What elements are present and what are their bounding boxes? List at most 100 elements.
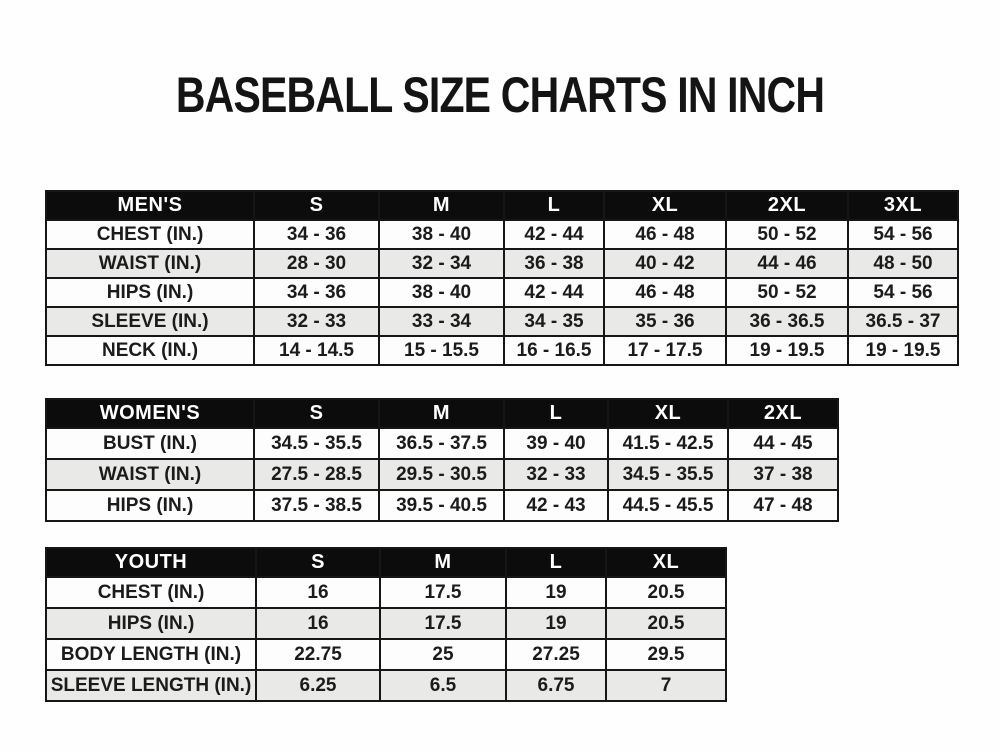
size-column-header: 2XL [725,190,849,221]
size-value-cell: 29.5 - 30.5 [378,458,505,491]
size-value-cell: 25 [379,638,507,671]
womens-header-row: WOMEN'S S M L XL 2XL [45,398,839,429]
size-value-cell: 36.5 - 37.5 [378,427,505,460]
size-column-header: L [503,398,609,429]
size-value-cell: 34 - 36 [253,219,380,250]
measurement-row: BODY LENGTH (IN.) 22.75 25 27.25 29.5 [45,638,727,671]
size-value-cell: 44 - 46 [725,248,849,279]
size-value-cell: 27.5 - 28.5 [253,458,380,491]
size-column-header: S [253,190,380,221]
size-value-cell: 36 - 36.5 [725,306,849,337]
size-value-cell: 7 [605,669,727,702]
measurement-row: HIPS (IN.) 37.5 - 38.5 39.5 - 40.5 42 - 43 4… [45,489,839,522]
measurement-row: CHEST (IN.) 16 17.5 19 20.5 [45,576,727,609]
size-value-cell: 39.5 - 40.5 [378,489,505,522]
size-value-cell: 14 - 14.5 [253,335,380,366]
size-column-header: XL [603,190,727,221]
size-value-cell: 39 - 40 [503,427,609,460]
row-label: WAIST (IN.) [45,458,255,491]
size-value-cell: 54 - 56 [847,219,959,250]
size-value-cell: 36 - 38 [503,248,605,279]
size-value-cell: 36.5 - 37 [847,306,959,337]
measurement-row: NECK (IN.) 14 - 14.5 15 - 15.5 16 - 16.5 17 … [45,335,959,366]
size-value-cell: 16 - 16.5 [503,335,605,366]
size-column-header: S [253,398,380,429]
size-value-cell: 22.75 [255,638,381,671]
size-column-header: L [505,547,607,578]
row-label: HIPS (IN.) [45,607,257,640]
size-value-cell: 17.5 [379,576,507,609]
size-value-cell: 17.5 [379,607,507,640]
measurement-row: CHEST (IN.) 34 - 36 38 - 40 42 - 44 46 - 48 5… [45,219,959,250]
size-value-cell: 50 - 52 [725,219,849,250]
row-label: SLEEVE LENGTH (IN.) [45,669,257,702]
size-value-cell: 34.5 - 35.5 [607,458,729,491]
measurement-row: BUST (IN.) 34.5 - 35.5 36.5 - 37.5 39 - 40 4… [45,427,839,460]
size-value-cell: 33 - 34 [378,306,505,337]
size-value-cell: 42 - 43 [503,489,609,522]
size-value-cell: 34 - 35 [503,306,605,337]
size-value-cell: 20.5 [605,607,727,640]
size-value-cell: 6.25 [255,669,381,702]
size-value-cell: 46 - 48 [603,219,727,250]
measurement-row: SLEEVE LENGTH (IN.) 6.25 6.5 6.75 7 [45,669,727,702]
size-column-header: 3XL [847,190,959,221]
size-value-cell: 16 [255,607,381,640]
mens-table-title-cell: MEN'S [45,190,255,221]
size-column-header: M [378,190,505,221]
size-value-cell: 15 - 15.5 [378,335,505,366]
size-value-cell: 6.75 [505,669,607,702]
page-title: BASEBALL SIZE CHARTS IN INCH [175,67,825,123]
row-label: NECK (IN.) [45,335,255,366]
size-value-cell: 19 [505,576,607,609]
row-label: HIPS (IN.) [45,277,255,308]
size-value-cell: 27.25 [505,638,607,671]
youth-size-table: YOUTH S M L XL CHEST (IN.) 16 17.5 19 20.5 HIPS (I… [45,547,727,702]
size-value-cell: 54 - 56 [847,277,959,308]
row-label: CHEST (IN.) [45,576,257,609]
mens-header-row: MEN'S S M L XL 2XL 3XL [45,190,959,221]
size-value-cell: 32 - 34 [378,248,505,279]
size-value-cell: 47 - 48 [727,489,839,522]
youth-table-title-cell: YOUTH [45,547,257,578]
size-column-header: 2XL [727,398,839,429]
size-value-cell: 34 - 36 [253,277,380,308]
size-column-header: M [379,547,507,578]
size-column-header: M [378,398,505,429]
row-label: WAIST (IN.) [45,248,255,279]
measurement-row: WAIST (IN.) 28 - 30 32 - 34 36 - 38 40 - 42 4… [45,248,959,279]
size-value-cell: 48 - 50 [847,248,959,279]
row-label: CHEST (IN.) [45,219,255,250]
size-value-cell: 19 - 19.5 [847,335,959,366]
size-value-cell: 19 [505,607,607,640]
size-value-cell: 44 - 45 [727,427,839,460]
size-column-header: XL [605,547,727,578]
size-value-cell: 46 - 48 [603,277,727,308]
measurement-row: HIPS (IN.) 16 17.5 19 20.5 [45,607,727,640]
size-column-header: XL [607,398,729,429]
size-value-cell: 50 - 52 [725,277,849,308]
size-value-cell: 32 - 33 [253,306,380,337]
size-value-cell: 38 - 40 [378,277,505,308]
size-value-cell: 37 - 38 [727,458,839,491]
size-column-header: L [503,190,605,221]
size-value-cell: 17 - 17.5 [603,335,727,366]
size-value-cell: 16 [255,576,381,609]
measurement-row: SLEEVE (IN.) 32 - 33 33 - 34 34 - 35 35 - 36… [45,306,959,337]
size-value-cell: 42 - 44 [503,219,605,250]
size-value-cell: 41.5 - 42.5 [607,427,729,460]
size-value-cell: 42 - 44 [503,277,605,308]
size-value-cell: 34.5 - 35.5 [253,427,380,460]
size-value-cell: 19 - 19.5 [725,335,849,366]
size-value-cell: 6.5 [379,669,507,702]
size-value-cell: 32 - 33 [503,458,609,491]
size-column-header: S [255,547,381,578]
size-value-cell: 40 - 42 [603,248,727,279]
row-label: SLEEVE (IN.) [45,306,255,337]
row-label: HIPS (IN.) [45,489,255,522]
size-value-cell: 44.5 - 45.5 [607,489,729,522]
youth-header-row: YOUTH S M L XL [45,547,727,578]
size-value-cell: 38 - 40 [378,219,505,250]
size-value-cell: 29.5 [605,638,727,671]
